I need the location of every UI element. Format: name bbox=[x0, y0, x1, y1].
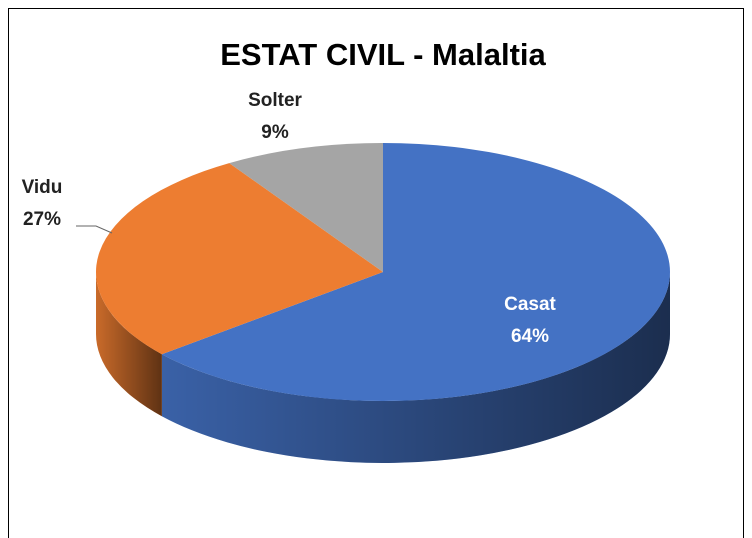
slice-side-shade bbox=[96, 272, 162, 417]
slice bbox=[161, 143, 670, 401]
data-label-name: Solter bbox=[248, 90, 302, 111]
data-label-value: 64% bbox=[511, 326, 549, 347]
slice bbox=[229, 143, 383, 272]
slice-side-shade bbox=[161, 272, 670, 463]
data-label-name: Vidu bbox=[22, 177, 63, 198]
chart-title: ESTAT CIVIL - Malaltia bbox=[220, 37, 546, 72]
data-label-value: 9% bbox=[261, 122, 289, 143]
data-label-name: Casat bbox=[504, 294, 556, 315]
slice bbox=[95, 163, 383, 355]
leader-line bbox=[76, 225, 113, 234]
data-label-value: 27% bbox=[23, 209, 61, 230]
